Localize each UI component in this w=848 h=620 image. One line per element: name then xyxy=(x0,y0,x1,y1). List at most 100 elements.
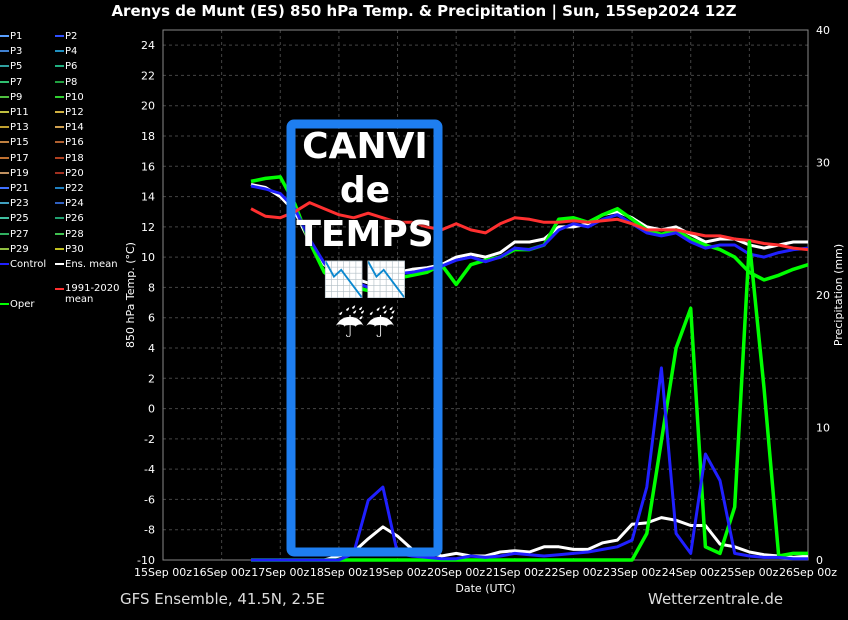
legend-item: Ens. mean xyxy=(55,258,118,272)
y-tick-label: 8 xyxy=(148,281,155,294)
legend-item: Control xyxy=(0,258,46,272)
y2-tick-label: 30 xyxy=(816,157,830,170)
y-tick-label: -8 xyxy=(144,524,155,537)
y2-axis-label: Precipitation (mm) xyxy=(832,244,845,346)
chart-down-emojis: 📉📉 xyxy=(322,260,408,300)
legend-label: P3 xyxy=(10,46,23,58)
legend-item: P11 xyxy=(0,106,29,120)
canvi-de-temps-overlay: CANVI de TEMPS 📉📉 ☔☔ xyxy=(280,125,450,349)
legend-swatch xyxy=(0,35,9,37)
y-tick-label: 2 xyxy=(148,372,155,385)
legend-item: P10 xyxy=(55,91,84,105)
legend-item: P22 xyxy=(55,182,84,196)
highlight-box xyxy=(286,119,443,557)
legend-item: P19 xyxy=(0,167,29,181)
legend-swatch xyxy=(0,263,9,265)
legend-item: P15 xyxy=(0,136,29,150)
x-tick-label: 20Sep 00z xyxy=(427,566,485,579)
legend-swatch xyxy=(55,50,64,53)
y2-tick-label: 40 xyxy=(816,24,830,37)
legend-item: P20 xyxy=(55,167,84,181)
x-tick-label: 23Sep 00z xyxy=(603,566,661,579)
x-axis-label: Date (UTC) xyxy=(455,582,515,595)
series-layer xyxy=(250,119,809,562)
legend-item: P23 xyxy=(0,197,29,211)
legend-label: P25 xyxy=(10,213,29,225)
legend-label: P12 xyxy=(65,107,84,118)
legend-swatch xyxy=(0,217,9,220)
legend-swatch xyxy=(55,65,64,68)
y-tick-label: -10 xyxy=(137,554,155,567)
legend-label: P6 xyxy=(65,61,78,73)
chart-title: Arenys de Munt (ES) 850 hPa Temp. & Prec… xyxy=(111,2,737,20)
legend-item: 1991-2020 mean xyxy=(55,283,135,305)
legend-label: P11 xyxy=(10,107,29,118)
legend-swatch xyxy=(55,126,64,129)
y-tick-label: 18 xyxy=(141,130,155,143)
legend-swatch xyxy=(0,202,9,205)
legend-swatch xyxy=(55,232,64,235)
x-tick-label: 26Sep 00z xyxy=(779,566,837,579)
legend-label: P17 xyxy=(10,152,29,164)
legend-label: P26 xyxy=(65,213,84,225)
y-tick-label: 14 xyxy=(141,191,155,204)
legend-swatch xyxy=(55,217,64,220)
legend-label: P14 xyxy=(65,122,84,134)
x-tick-label: 15Sep 00z xyxy=(134,566,192,579)
legend-swatch xyxy=(0,141,9,144)
legend-item: P6 xyxy=(55,60,77,74)
legend-item: P29 xyxy=(0,243,29,257)
legend-item: Oper xyxy=(0,298,34,312)
y2-tick-label: 10 xyxy=(816,422,830,435)
legend-item: P1 xyxy=(0,30,22,44)
grid-layer xyxy=(162,30,809,561)
legend-swatch xyxy=(55,156,64,159)
legend-item: P27 xyxy=(0,228,29,242)
legend-item: P28 xyxy=(55,228,84,242)
legend-item: P2 xyxy=(55,30,77,44)
overlay-line1: CANVI xyxy=(302,126,428,167)
legend-item: P7 xyxy=(0,76,22,90)
legend-label: P7 xyxy=(10,76,23,88)
legend-swatch xyxy=(0,303,9,305)
y-tick-label: 20 xyxy=(141,100,155,113)
y2-tick-label: 20 xyxy=(816,289,830,302)
legend-label: P8 xyxy=(65,76,78,88)
y-tick-label: -4 xyxy=(144,463,155,476)
legend-item: P5 xyxy=(0,60,22,74)
legend-item: P18 xyxy=(55,152,84,166)
x-tick-label: 24Sep 00z xyxy=(662,566,720,579)
y-tick-label: 10 xyxy=(141,251,155,264)
y-tick-label: 24 xyxy=(141,39,155,52)
y-tick-label: 16 xyxy=(141,160,155,173)
legend-label: P16 xyxy=(65,137,84,149)
legend-swatch xyxy=(0,111,9,113)
legend-item: P3 xyxy=(0,45,22,59)
legend-item: P14 xyxy=(55,121,84,135)
legend-swatch xyxy=(55,141,64,144)
legend-label: P28 xyxy=(65,228,84,240)
footer-model-info: GFS Ensemble, 41.5N, 2.5E xyxy=(120,590,325,608)
legend-label: P5 xyxy=(10,61,23,73)
legend-label: P13 xyxy=(10,122,29,134)
legend-item: P13 xyxy=(0,121,29,135)
legend-swatch xyxy=(55,247,64,250)
legend-item: P12 xyxy=(55,106,84,120)
x-tick-label: 19Sep 00z xyxy=(369,566,427,579)
overlay-line2: de xyxy=(339,170,391,211)
legend-label: P9 xyxy=(10,91,23,103)
legend-item: P24 xyxy=(55,197,84,211)
series-line-ens-mean xyxy=(250,183,808,285)
y-tick-label: 6 xyxy=(148,312,155,325)
legend-item: P9 xyxy=(0,91,22,105)
x-tick-label: 21Sep 00z xyxy=(486,566,544,579)
legend-item: P21 xyxy=(0,182,29,196)
legend-swatch xyxy=(0,50,9,53)
y-tick-label: 22 xyxy=(141,69,155,82)
legend-swatch xyxy=(0,80,9,83)
legend-item: P16 xyxy=(55,136,84,150)
y-tick-label: -6 xyxy=(144,493,155,506)
legend-swatch xyxy=(0,232,9,235)
legend-label: Control xyxy=(10,259,47,270)
